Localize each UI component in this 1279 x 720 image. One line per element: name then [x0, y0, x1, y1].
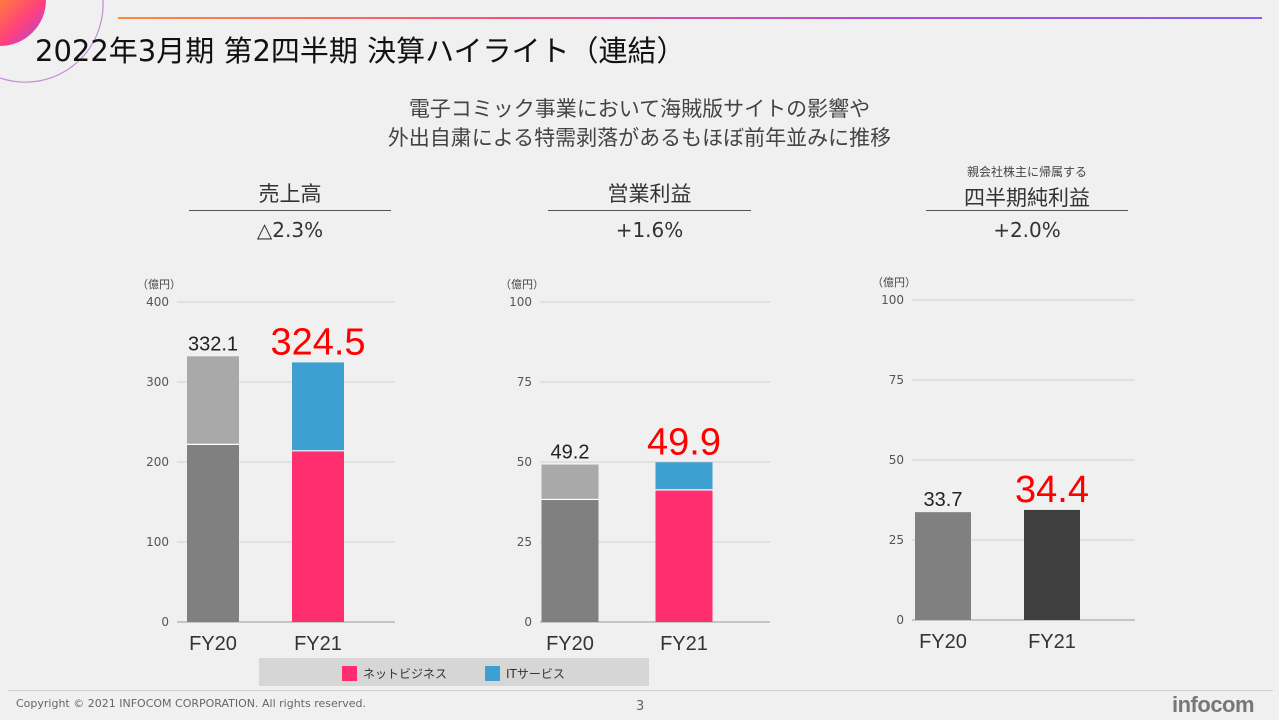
- y-tick-label: 200: [146, 455, 169, 469]
- y-tick-label: 100: [146, 535, 169, 549]
- sales-chart: （億円） 0 100 200 300 400 332.1 FY20 324.5 FY21: [137, 278, 395, 655]
- unit-label: （億円）: [872, 276, 916, 289]
- total-label-fy21: 34.4: [1015, 469, 1089, 511]
- y-tick-label: 75: [517, 375, 532, 389]
- bar-fy21-seg1: [655, 462, 713, 490]
- metric-change-operating-income: +1.6%: [615, 218, 684, 242]
- deco-quarter-disc: [0, 0, 46, 46]
- company-logo: infocom: [1172, 692, 1255, 717]
- metric-change-sales: △2.3%: [256, 218, 324, 242]
- total-label-fy21: 49.9: [647, 421, 721, 463]
- metric-rule-operating-income: [548, 210, 751, 211]
- metric-rule-net-income: [926, 210, 1128, 211]
- subtitle-line-2: 外出自粛による特需剥落があるもほぼ前年並みに推移: [387, 126, 892, 150]
- y-tick-label: 100: [881, 293, 904, 307]
- x-tick-label: FY21: [660, 633, 708, 655]
- bar-fy20-seg1: [187, 356, 239, 445]
- metric-name-sales: 売上高: [258, 182, 322, 206]
- x-tick-label: FY20: [189, 633, 237, 655]
- unit-label: （億円）: [500, 278, 544, 291]
- copyright-text: Copyright © 2021 INFOCOM CORPORATION. Al…: [16, 697, 367, 710]
- total-label-fy20: 332.1: [188, 333, 238, 355]
- metric-name-operating-income: 営業利益: [607, 182, 692, 206]
- legend-label-it-service: ITサービス: [506, 667, 565, 681]
- y-tick-label: 50: [889, 453, 904, 467]
- unit-label: （億円）: [137, 278, 181, 291]
- total-label-fy21: 324.5: [270, 321, 365, 363]
- y-tick-label: 300: [146, 375, 169, 389]
- y-tick-label: 0: [161, 615, 169, 629]
- x-tick-label: FY21: [294, 633, 342, 655]
- total-label-fy20: 33.7: [924, 489, 963, 511]
- metric-name-net-income: 四半期純利益: [964, 186, 1090, 210]
- metric-change-net-income: +2.0%: [993, 218, 1061, 242]
- y-tick-label: 0: [896, 613, 904, 627]
- bar-fy21-seg0: [292, 450, 344, 622]
- legend-label-net-business: ネットビジネス: [363, 667, 448, 681]
- y-tick-label: 75: [889, 373, 904, 387]
- operating-income-chart: （億円） 0 25 50 75 100 49.2 FY20 49.9 FY21: [500, 278, 770, 655]
- bar-fy20-seg0: [915, 512, 971, 620]
- legend-swatch-it-service: [485, 666, 500, 681]
- page-title: 2022年3月期 第2四半期 決算ハイライト（連結）: [35, 34, 686, 68]
- subtitle-line-1: 電子コミック事業において海賊版サイトの影響や: [408, 97, 871, 121]
- net-income-chart: （億円） 0 25 50 75 100 33.7 FY20 34.4 FY21: [872, 276, 1135, 653]
- y-tick-label: 50: [517, 455, 532, 469]
- y-tick-label: 100: [509, 295, 532, 309]
- bar-fy20-seg1: [541, 464, 599, 500]
- footer-rule: [8, 690, 1273, 691]
- deco-arc: [0, 0, 104, 83]
- bar-fy21-seg0: [1024, 509, 1080, 620]
- metric-rule-sales: [189, 210, 391, 211]
- page-number: 3: [636, 699, 645, 714]
- chart-legend: ネットビジネス ITサービス: [259, 658, 649, 686]
- bar-fy21-seg1: [292, 362, 344, 451]
- bar-fy20-seg0: [187, 444, 239, 622]
- corner-decoration: [0, 0, 104, 83]
- header-rule: [118, 17, 1262, 19]
- legend-swatch-net-business: [342, 666, 357, 681]
- y-tick-label: 25: [517, 535, 532, 549]
- bar-fy20-seg0: [541, 499, 599, 622]
- x-tick-label: FY21: [1028, 631, 1076, 653]
- x-tick-label: FY20: [919, 631, 967, 653]
- y-tick-label: 25: [889, 533, 904, 547]
- x-tick-label: FY20: [546, 633, 594, 655]
- bar-fy21-seg0: [655, 489, 713, 622]
- y-tick-label: 400: [146, 295, 169, 309]
- total-label-fy20: 49.2: [551, 442, 590, 464]
- metric-note-net-income: 親会社株主に帰属する: [966, 165, 1087, 179]
- y-tick-label: 0: [524, 615, 532, 629]
